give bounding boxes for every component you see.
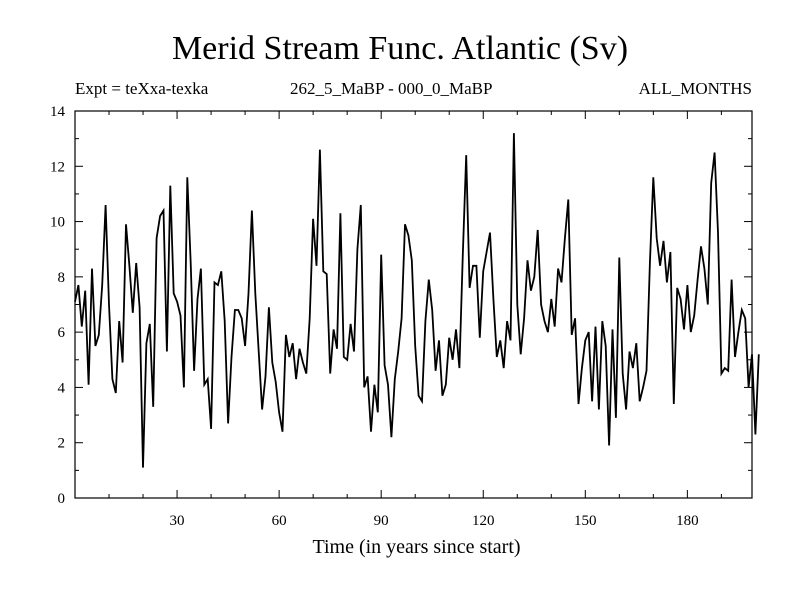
y-tick-label: 2 [58,436,66,452]
chart-title: Merid Stream Func. Atlantic (Sv) [171,30,629,67]
months-label: ALL_MONTHS [638,79,752,98]
experiment-label: Expt = teXxa-texka [75,79,209,98]
y-tick-label: 14 [50,104,66,120]
y-tick-label: 0 [58,491,66,507]
x-tick-label: 30 [170,513,185,529]
plot-frame [74,110,753,499]
axis-tick-labels: 0 2 4 6 8 10 12 14 30 60 90 120 150 180 [50,104,699,529]
x-tick-label: 150 [574,513,597,529]
series-line [74,133,760,468]
y-tick-label: 6 [58,325,66,341]
x-tick-label: 90 [374,513,389,529]
y-tick-label: 12 [50,159,65,175]
x-axis-label: Time (in years since start) [312,536,520,558]
x-tick-label: 120 [472,513,495,529]
y-tick-label: 8 [58,270,66,286]
y-tick-label: 10 [50,215,65,231]
x-tick-label: 60 [272,513,287,529]
period-label: 262_5_MaBP - 000_0_MaBP [290,79,493,98]
y-tick-label: 4 [58,380,66,396]
x-tick-label: 180 [676,513,699,529]
